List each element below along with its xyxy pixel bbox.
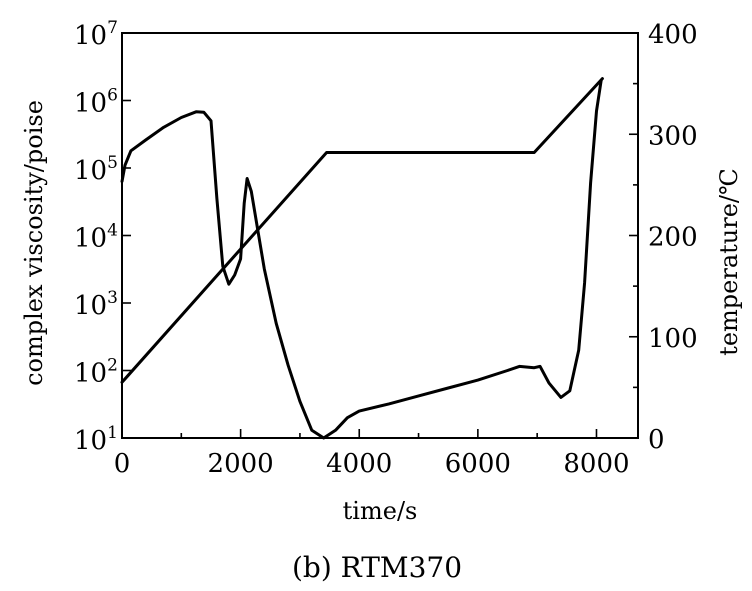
axis-ticks <box>121 32 638 439</box>
y-left-tick-label: 102 <box>74 356 118 389</box>
x-tick-label: 0 <box>114 449 131 479</box>
tick-label-exponent: 7 <box>107 18 118 38</box>
tick-label-exponent: 3 <box>107 288 118 308</box>
tick-label-exponent: 2 <box>107 356 118 376</box>
x-tick-label: 8000 <box>563 449 629 479</box>
series-group <box>120 77 604 440</box>
left-y-axis-title: complex viscosity/poise <box>20 100 48 386</box>
tick-label-exponent: 5 <box>107 153 118 173</box>
tick-label-base: 10 <box>74 291 107 321</box>
chart-caption: (b) RTM370 <box>292 551 462 584</box>
y-left-tick-label: 106 <box>74 86 118 119</box>
y-left-tick-label: 101 <box>74 423 118 456</box>
x-tick-label: 2000 <box>208 449 274 479</box>
temperature-curve <box>120 77 604 384</box>
tick-label-base: 10 <box>74 21 107 51</box>
tick-label-base: 10 <box>74 156 107 186</box>
y-right-tick-label: 400 <box>648 20 698 50</box>
right-y-tick-labels: 0 100 200 300 400 <box>648 20 698 455</box>
tick-label-base: 10 <box>74 224 107 254</box>
y-left-tick-label: 103 <box>74 288 118 321</box>
y-right-tick-label: 200 <box>648 223 698 253</box>
viscosity-curve <box>120 78 603 440</box>
x-tick-labels: 0 2000 4000 6000 8000 <box>114 449 630 479</box>
tick-label-exponent: 4 <box>107 221 118 241</box>
y-left-tick-label: 104 <box>74 221 118 254</box>
y-right-tick-label: 300 <box>648 121 698 151</box>
x-tick-label: 6000 <box>445 449 511 479</box>
y-right-tick-label: 100 <box>648 324 698 354</box>
tick-label-exponent: 6 <box>107 86 118 106</box>
right-y-axis-title: temperature/℃ <box>715 168 743 356</box>
y-right-tick-label: 0 <box>648 425 665 455</box>
tick-label-base: 10 <box>74 359 107 389</box>
tick-label-base: 10 <box>74 89 107 119</box>
plot-frame <box>121 32 639 439</box>
x-tick-label: 4000 <box>326 449 392 479</box>
tick-label-exponent: 1 <box>107 423 118 443</box>
x-axis-title: time/s <box>343 497 418 525</box>
y-left-tick-label: 105 <box>74 153 118 186</box>
y-left-tick-label: 107 <box>74 18 118 51</box>
tick-label-base: 10 <box>74 426 107 456</box>
